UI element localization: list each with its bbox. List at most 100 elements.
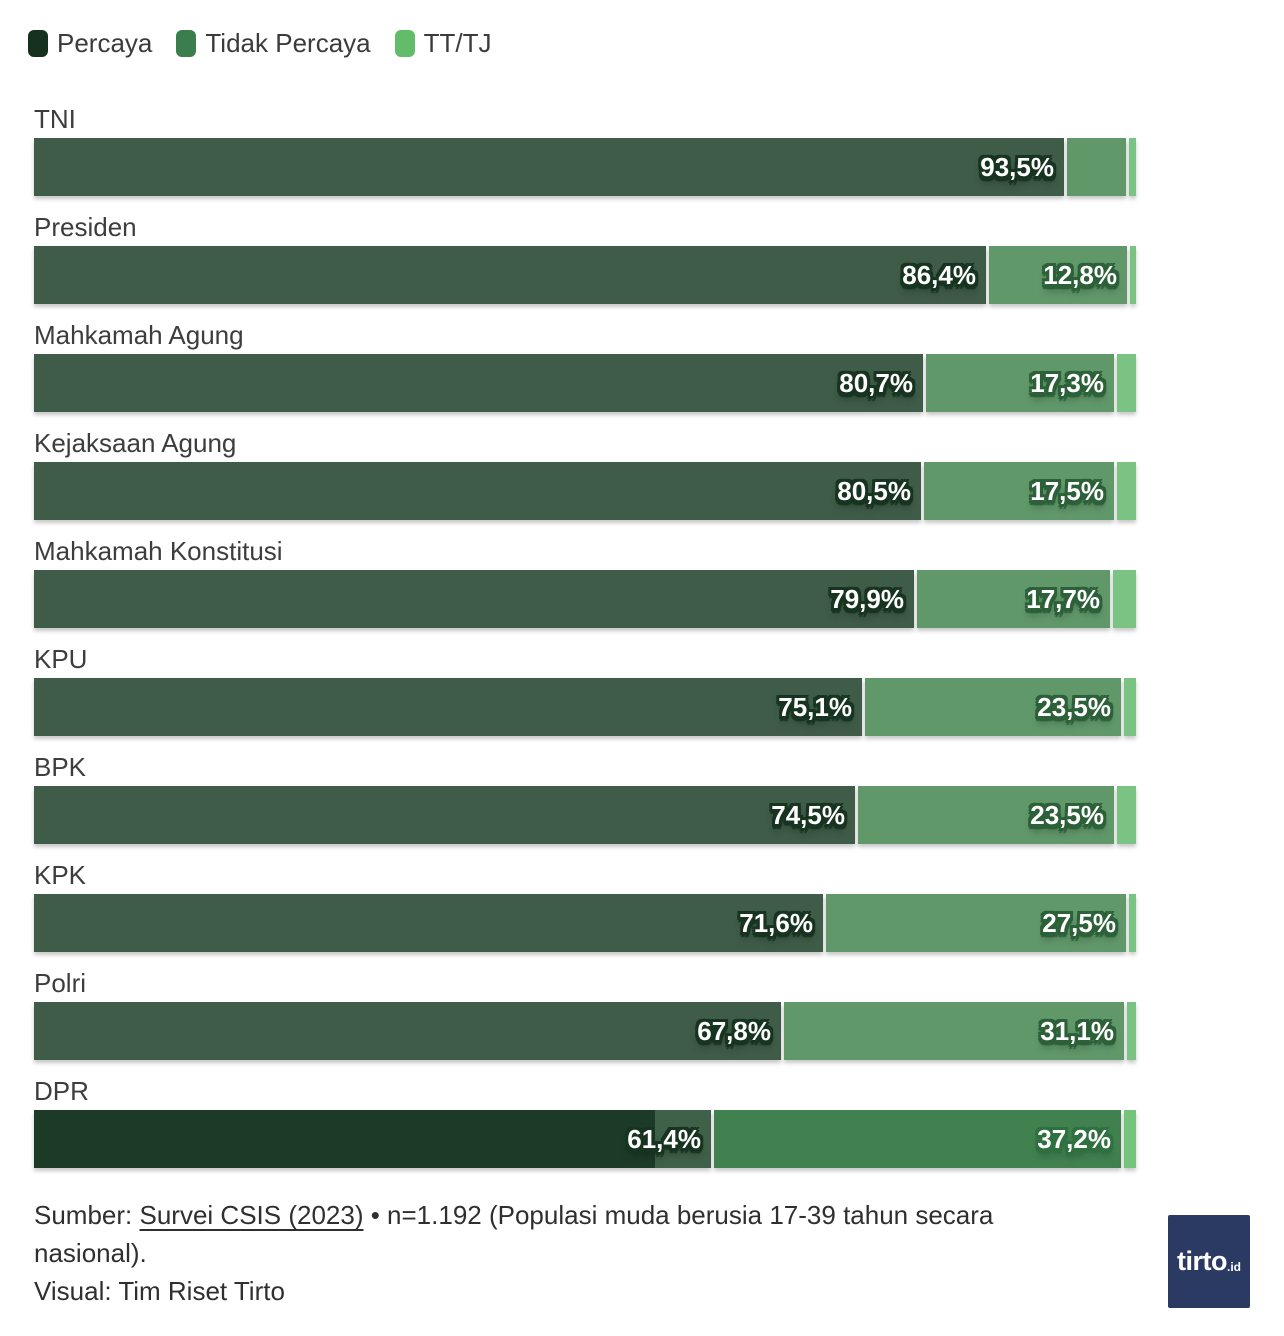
legend-item-tt-tj: TT/TJ (394, 27, 492, 59)
bar-segment-tt-tj (1129, 138, 1136, 196)
value-label: 27,5% (1042, 907, 1116, 938)
legend-label: Percaya (57, 27, 153, 58)
bar-segment-tidak-percaya: 37,2% (714, 1110, 1121, 1168)
value-label: 67,8% (697, 1015, 771, 1046)
bar-track: 79,9% 17,7% (34, 570, 1136, 628)
bar-segment-percaya: 80,7% (34, 354, 923, 412)
legend-swatch-percaya (28, 29, 48, 57)
bar-segment-percaya: 74,5% (34, 786, 855, 844)
category-label: KPU (34, 644, 88, 674)
chart-row-mahkamah-agung: Mahkamah Agung 80,7% 17,3% (34, 320, 1284, 412)
bar-segment-tidak-percaya: 31,1% (784, 1002, 1124, 1060)
chart-row-kpk: KPK 71,6% 27,5% (34, 860, 1284, 952)
bar-segment-tt-tj (1124, 1110, 1136, 1168)
chart-legend: Percaya Tidak Percaya TT/TJ (28, 28, 1284, 58)
source-prefix: Sumber: (34, 1200, 140, 1230)
bar-chart: TNI 93,5% Presiden 86,4% 12,8% Mahkamah Agung… (34, 104, 1284, 1168)
value-label: 17,3% (1030, 367, 1104, 398)
bar-track: 71,6% 27,5% (34, 894, 1136, 952)
bar-segment-tt-tj (1117, 786, 1136, 844)
chart-row-dpr: DPR 61,4% 37,2% (34, 1076, 1284, 1168)
category-label: Mahkamah Konstitusi (34, 536, 283, 566)
bar-track: 61,4% 37,2% (34, 1110, 1136, 1168)
legend-label: TT/TJ (423, 27, 492, 58)
bar-segment-tidak-percaya: 17,5% (924, 462, 1114, 520)
category-label: Presiden (34, 212, 137, 242)
chart-row-polri: Polri 67,8% 31,1% (34, 968, 1284, 1060)
bar-segment-tt-tj (1129, 894, 1136, 952)
value-label: 80,5% (837, 475, 911, 506)
source-rest: • n=1.192 (Populasi muda berusia 17-39 t… (34, 1200, 994, 1268)
legend-item-tidak-percaya: Tidak Percaya (176, 27, 371, 59)
bar-segment-tt-tj (1130, 246, 1136, 304)
bar-segment-tt-tj (1117, 354, 1136, 412)
bar-segment-percaya: 75,1% (34, 678, 862, 736)
tirto-logo-text: tirto (1177, 1246, 1227, 1276)
value-label: 17,5% (1030, 475, 1104, 506)
bar-segment-tidak-percaya: 17,3% (926, 354, 1114, 412)
bar-track: 93,5% (34, 138, 1136, 196)
value-label: 17,7% (1026, 583, 1100, 614)
value-label: 75,1% (778, 691, 852, 722)
bar-segment-tidak-percaya: 27,5% (826, 894, 1126, 952)
chart-row-bpk: BPK 74,5% 23,5% (34, 752, 1284, 844)
credit-line: Visual: Tim Riset Tirto (34, 1276, 285, 1306)
bar-track: 80,7% 17,3% (34, 354, 1136, 412)
source-link[interactable]: Survei CSIS (2023) (139, 1200, 364, 1230)
value-label: 71,6% (739, 907, 813, 938)
legend-item-percaya: Percaya (28, 28, 152, 59)
category-label: KPK (34, 860, 87, 890)
category-label: Polri (34, 968, 87, 998)
bar-track: 75,1% 23,5% (34, 678, 1136, 736)
tirto-logo: tirto .id (1168, 1215, 1250, 1308)
footer: Sumber: Survei CSIS (2023) • n=1.192 (Po… (34, 1196, 1094, 1310)
bar-track: 86,4% 12,8% (34, 246, 1136, 304)
value-label: 79,9% (830, 583, 904, 614)
bar-segment-percaya: 86,4% (34, 246, 986, 304)
value-label: 12,8% (1043, 259, 1117, 290)
bar-segment-percaya: 71,6% (34, 894, 823, 952)
chart-row-mahkamah-konstitusi: Mahkamah Konstitusi 79,9% 17,7% (34, 536, 1284, 628)
value-label: 23,5% (1030, 799, 1104, 830)
bar-segment-tt-tj (1117, 462, 1136, 520)
source-line: Sumber: Survei CSIS (2023) • n=1.192 (Po… (34, 1196, 1094, 1272)
bar-segment-tidak-percaya: 23,5% (858, 786, 1114, 844)
legend-swatch-tt-tj (394, 29, 415, 57)
bar-segment-percaya: 79,9% (34, 570, 914, 628)
legend-swatch-tidak-percaya (176, 29, 197, 57)
value-label: 61,4% (627, 1123, 701, 1154)
value-label: 31,1% (1040, 1015, 1114, 1046)
chart-row-tni: TNI 93,5% (34, 104, 1284, 196)
bar-segment-tidak-percaya: 12,8% (989, 246, 1127, 304)
category-label: BPK (34, 752, 87, 782)
bar-segment-percaya: 61,4% (34, 1110, 711, 1168)
bar-track: 74,5% 23,5% (34, 786, 1136, 844)
tirto-logo-suffix: .id (1226, 1259, 1241, 1274)
bar-segment-percaya: 80,5% (34, 462, 921, 520)
category-label: Kejaksaan Agung (34, 428, 237, 458)
bar-segment-percaya: 93,5% (34, 138, 1064, 196)
bar-segment-tt-tj (1124, 678, 1136, 736)
value-label: 80,7% (839, 367, 913, 398)
value-label: 93,5% (980, 151, 1054, 182)
bar-segment-tidak-percaya: 17,7% (917, 570, 1110, 628)
chart-row-kpu: KPU 75,1% 23,5% (34, 644, 1284, 736)
category-label: DPR (34, 1076, 89, 1106)
bar-track: 80,5% 17,5% (34, 462, 1136, 520)
category-label: Mahkamah Agung (34, 320, 244, 350)
bar-segment-tt-tj (1127, 1002, 1136, 1060)
value-label: 74,5% (771, 799, 845, 830)
bar-segment-tidak-percaya (1067, 138, 1126, 196)
legend-label: Tidak Percaya (205, 27, 371, 58)
chart-row-presiden: Presiden 86,4% 12,8% (34, 212, 1284, 304)
bar-segment-tidak-percaya: 23,5% (865, 678, 1121, 736)
category-label: TNI (34, 104, 76, 134)
value-label: 86,4% (902, 259, 976, 290)
bar-segment-percaya: 67,8% (34, 1002, 781, 1060)
bar-segment-tt-tj (1113, 570, 1136, 628)
value-label: 37,2% (1037, 1123, 1111, 1154)
bar-track: 67,8% 31,1% (34, 1002, 1136, 1060)
value-label: 23,5% (1037, 691, 1111, 722)
chart-row-kejaksaan-agung: Kejaksaan Agung 80,5% 17,5% (34, 428, 1284, 520)
